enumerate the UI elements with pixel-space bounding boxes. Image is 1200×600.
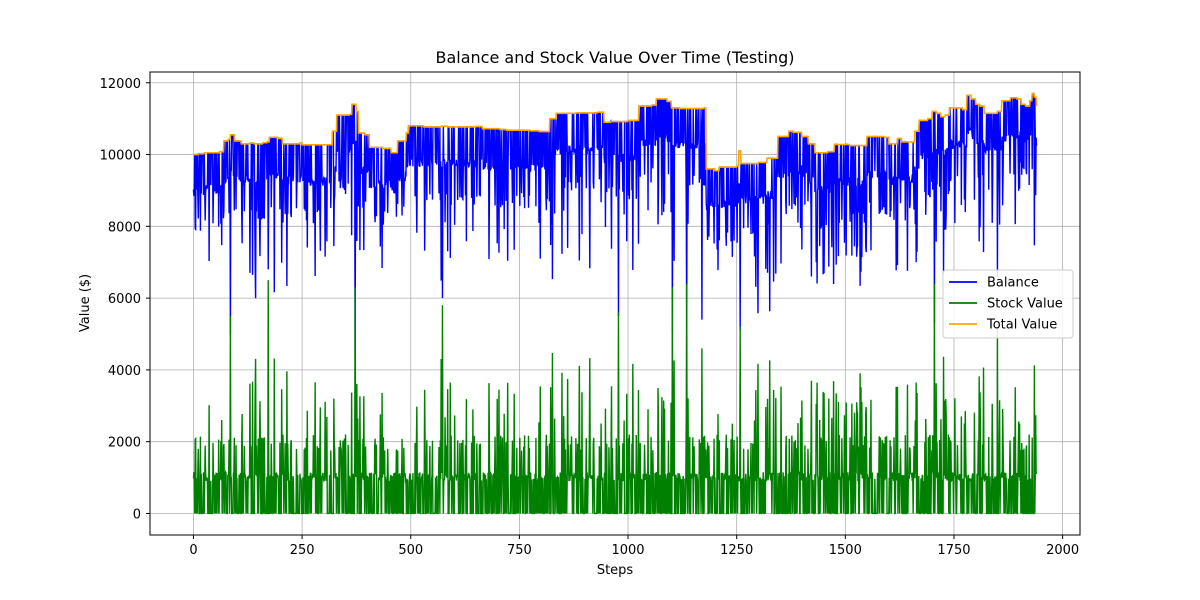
- y-tick-label: 12000: [100, 77, 141, 92]
- stock-value-series: [192, 280, 1038, 515]
- legend: Balance Stock Value Total Value: [942, 269, 1074, 339]
- x-axis-ticks: 0 250 500 750 1000 1250 1500 1750 2000: [189, 535, 1079, 558]
- y-tick-label: 8000: [108, 220, 141, 235]
- legend-label: Balance: [987, 276, 1039, 291]
- y-tick-label: 2000: [108, 436, 141, 451]
- legend-label: Total Value: [986, 318, 1057, 333]
- x-tick-label: 1500: [829, 543, 862, 558]
- x-tick-label: 750: [507, 543, 532, 558]
- x-tick-label: 1750: [937, 543, 970, 558]
- x-tick-label: 1000: [611, 543, 644, 558]
- y-tick-label: 4000: [108, 364, 141, 379]
- y-tick-label: 10000: [100, 149, 141, 164]
- x-tick-label: 0: [189, 543, 197, 558]
- series-line-stock-value: [192, 280, 1038, 515]
- x-axis-label: Steps: [597, 563, 634, 578]
- y-axis-label: Value ($): [78, 274, 93, 332]
- y-axis-ticks: 0 2000 4000 6000 8000 10000 12000: [100, 77, 150, 522]
- x-tick-label: 2000: [1046, 543, 1079, 558]
- plot-frame: [149, 71, 1081, 536]
- legend-frame: [942, 269, 1074, 339]
- legend-label: Stock Value: [987, 297, 1063, 312]
- chart-title: Balance and Stock Value Over Time (Testi…: [435, 48, 794, 67]
- x-tick-label: 500: [398, 543, 423, 558]
- x-tick-label: 250: [290, 543, 315, 558]
- total-value-series: [193, 92, 1038, 172]
- series-line-total-value: [193, 92, 1038, 172]
- x-tick-label: 1250: [720, 543, 753, 558]
- y-tick-label: 0: [133, 507, 141, 522]
- y-tick-label: 6000: [108, 292, 141, 307]
